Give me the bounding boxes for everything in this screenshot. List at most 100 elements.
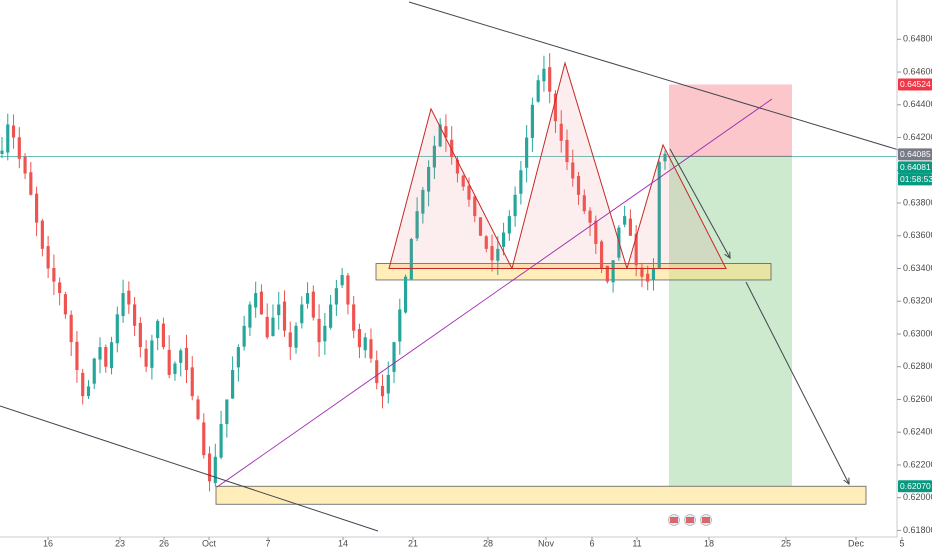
candle-body — [86, 386, 91, 397]
candle-layer — [0, 53, 667, 492]
candle-body — [40, 220, 44, 249]
candle-body — [282, 301, 287, 331]
candle-body — [161, 323, 166, 348]
candle-body — [444, 126, 448, 138]
candle-body — [11, 125, 16, 138]
candle-body — [663, 153, 667, 162]
candle-body — [254, 293, 258, 308]
candle-body — [329, 304, 333, 328]
candle-body — [52, 267, 56, 282]
candle-body — [156, 320, 160, 339]
y-tick-label: 0.61800 — [903, 525, 932, 535]
x-tick-label: 14 — [338, 538, 348, 548]
candle-body — [421, 189, 425, 214]
projection-arrow-1 — [669, 148, 730, 258]
candle-body — [225, 399, 229, 425]
x-tick-label: Oct — [202, 538, 217, 548]
candle-body — [628, 218, 632, 236]
candle-body — [81, 372, 85, 397]
head-triangle — [511, 61, 628, 269]
candle-body — [415, 211, 419, 239]
candle-body — [46, 246, 50, 269]
candle-body — [288, 332, 292, 348]
candle-body — [571, 162, 575, 179]
candle-body — [594, 220, 598, 244]
candle-body — [634, 233, 638, 266]
candle-body — [109, 342, 114, 369]
candle-body — [565, 139, 569, 163]
candle-body — [392, 342, 396, 372]
candle-body — [432, 145, 436, 168]
x-tick-label: 25 — [781, 538, 791, 548]
x-tick-label: 11 — [632, 538, 641, 548]
candle-body — [144, 348, 148, 367]
candle-body — [576, 176, 581, 195]
candle-body — [380, 385, 385, 397]
candle-body — [484, 236, 488, 249]
price-label-text: 0.64524 — [900, 79, 931, 89]
candle-body — [196, 399, 200, 420]
candle-body — [375, 360, 379, 384]
candle-body — [213, 456, 217, 484]
x-tick-label: 18 — [704, 538, 714, 548]
candle-body — [461, 175, 465, 187]
projection-arrow-2 — [745, 281, 849, 484]
candle-body — [369, 339, 373, 359]
flag-stripe — [686, 517, 694, 523]
candle-body — [352, 304, 356, 331]
candle-body — [179, 350, 183, 363]
candle-body — [29, 172, 33, 195]
candle-body — [473, 196, 477, 217]
candle-body — [646, 273, 650, 282]
candle-body — [63, 294, 68, 315]
candle-body — [357, 329, 362, 348]
candle-body — [496, 248, 500, 261]
candle-body — [115, 314, 119, 344]
candle-body — [530, 104, 534, 138]
neckline-zone — [375, 263, 772, 281]
price-label-box — [898, 173, 932, 186]
candle-body — [190, 367, 194, 397]
candle-body — [207, 453, 212, 482]
candle-body — [69, 314, 73, 343]
x-tick-label: 7 — [265, 538, 270, 548]
zone-layer — [215, 84, 867, 505]
candle-body — [300, 304, 304, 324]
candle-body — [121, 293, 125, 317]
candle-body — [605, 265, 609, 282]
candle-body — [127, 290, 131, 305]
candle-body — [133, 304, 137, 326]
candle-body — [386, 374, 390, 394]
candle-body — [427, 166, 431, 192]
candle-body — [184, 347, 189, 371]
price-label-box — [898, 78, 932, 91]
left-shoulder-triangle — [388, 107, 513, 269]
candle-body — [588, 210, 592, 223]
candle-body — [277, 304, 281, 316]
candle-body — [525, 137, 529, 168]
candle-body — [542, 68, 546, 82]
candle-body — [173, 363, 177, 375]
candle-body — [35, 193, 39, 223]
candle-body — [17, 137, 21, 159]
candle-body — [265, 316, 269, 338]
flag-stripe — [702, 517, 710, 523]
candle-body — [340, 275, 344, 286]
candle-body — [507, 216, 511, 234]
x-tick-label: Dec — [848, 538, 865, 548]
candle-body — [202, 422, 206, 456]
candle-body — [138, 322, 142, 348]
candle-body — [305, 293, 310, 304]
price-label-text: 0.64081 — [900, 162, 931, 172]
candle-body — [363, 337, 367, 351]
x-tick-label: 16 — [43, 538, 53, 548]
